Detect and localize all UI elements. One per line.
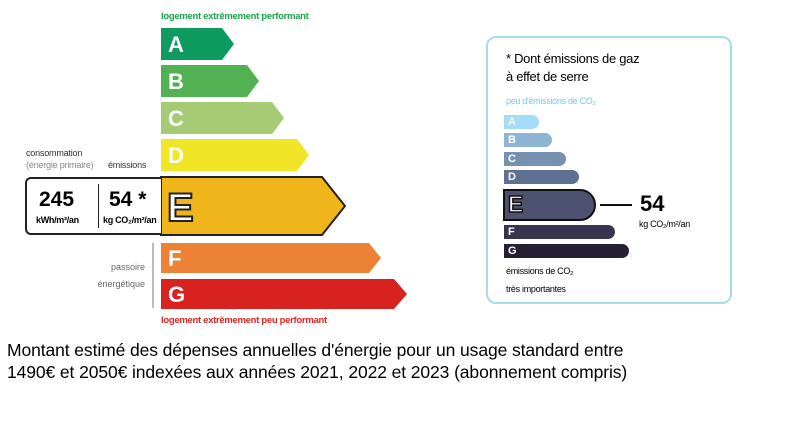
ges-top-caption: peu d'émissions de CO₂: [506, 96, 596, 106]
emissions-label: émissions: [108, 160, 147, 170]
ges-title-line-2: à effet de serre: [506, 69, 589, 84]
ges-letter-f: F: [508, 226, 515, 238]
energy-cost-line-1: Montant estimé des dépenses annuelles d'…: [7, 340, 624, 360]
ges-title: * Dont émissions de gaz à effet de serre: [506, 50, 640, 86]
ges-bottom-caption-1: émissions de CO₂: [506, 266, 574, 276]
dpe-bar-c: [161, 102, 284, 134]
dpe-bar-g: [161, 279, 407, 309]
ges-bar-d: [504, 170, 579, 184]
ges-bar-a: [504, 115, 539, 129]
ges-bar-e: [503, 189, 597, 221]
ges-value: 54: [640, 191, 665, 216]
dpe-bar-a: [161, 28, 234, 60]
ges-title-line-1: * Dont émissions de gaz: [506, 51, 640, 66]
ges-letter-b: B: [508, 134, 516, 146]
consumption-label: consommation: [26, 148, 83, 158]
ges-letter-c: C: [508, 153, 516, 165]
dpe-bar-b: [161, 65, 259, 97]
ges-letter-d: D: [508, 171, 516, 183]
dpe-letter-g: G: [168, 282, 186, 307]
ges-letter-g: G: [508, 245, 517, 257]
consumption-sublabel: (énergie primaire): [26, 160, 94, 170]
consumption-value: 245: [39, 188, 75, 211]
ges-bar-c: [504, 152, 566, 166]
passoire-label: passoire: [110, 262, 145, 272]
ges-bar-f: [504, 225, 615, 239]
ges-letter-e: E: [507, 191, 524, 217]
dpe-letter-f: F: [168, 246, 182, 271]
dpe-bar-e: [160, 176, 347, 236]
dpe-bottom-caption: logement extrêmement peu performant: [161, 315, 327, 326]
ges-bar-g: [504, 244, 629, 258]
dpe-bar-d: [161, 139, 309, 171]
emissions-value: 54 *: [109, 188, 147, 211]
ges-unit: kg CO₂/m²/an: [639, 219, 690, 229]
dpe-letter-e: E: [166, 186, 195, 230]
ges-letter-a: A: [508, 116, 516, 128]
energy-cost-line-2: 1490€ et 2050€ indexées aux années 2021,…: [7, 362, 628, 382]
dpe-bar-f: [161, 243, 381, 273]
consumption-unit: kWh/m²/an: [36, 215, 79, 225]
dpe-letter-b: B: [168, 69, 184, 94]
passoire-label-2: énergétique: [97, 279, 145, 289]
dpe-top-caption: logement extrêmement performant: [161, 11, 309, 22]
dpe-letter-a: A: [168, 32, 184, 57]
ges-bottom-caption-2: très importantes: [506, 284, 566, 294]
dpe-letter-c: C: [168, 106, 184, 131]
emissions-unit: kg CO₂/m²/an: [103, 215, 157, 225]
value-divider: [98, 184, 99, 228]
energy-cost-text: Montant estimé des dépenses annuelles d'…: [7, 339, 627, 383]
dpe-letter-d: D: [168, 143, 184, 168]
dpe-value-box: [25, 177, 161, 235]
ges-bar-b: [504, 133, 552, 147]
